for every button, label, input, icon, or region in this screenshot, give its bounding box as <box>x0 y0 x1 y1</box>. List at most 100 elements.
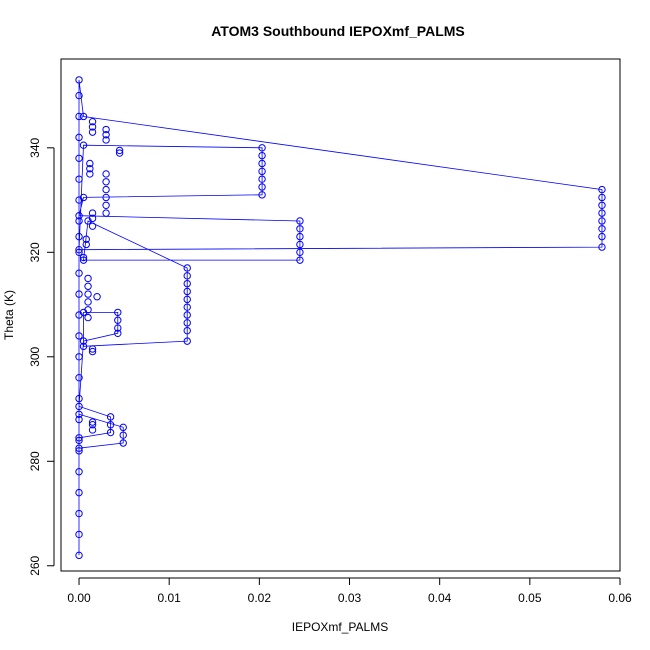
data-point <box>296 256 304 264</box>
data-point <box>183 337 191 345</box>
data-point <box>75 551 83 560</box>
data-point <box>75 332 83 340</box>
data-point <box>75 245 83 254</box>
data-point <box>258 183 266 191</box>
data-point <box>258 151 266 160</box>
data-point <box>75 530 83 539</box>
data-point <box>75 112 83 121</box>
data-point <box>598 209 606 217</box>
data-point <box>75 509 83 518</box>
data-point <box>183 303 191 311</box>
data-point <box>75 402 83 411</box>
data-point <box>86 165 94 173</box>
data-point <box>84 290 92 298</box>
data-point <box>75 394 83 403</box>
data-point <box>79 342 88 351</box>
data-point <box>258 191 266 199</box>
y-tick-label: 340 <box>28 137 42 157</box>
data-point <box>102 185 110 194</box>
data-point <box>75 434 83 442</box>
data-point <box>598 217 606 225</box>
data-point <box>102 125 110 134</box>
data-point <box>88 128 97 136</box>
data-point <box>598 232 606 241</box>
data-point <box>75 436 83 445</box>
data-point <box>115 149 124 157</box>
data-point <box>106 413 115 421</box>
data-point <box>183 264 191 272</box>
data-point <box>598 243 606 251</box>
x-tick-label: 0.05 <box>518 591 542 605</box>
data-point <box>296 248 304 257</box>
data-point <box>84 274 92 283</box>
data-point <box>183 272 191 280</box>
data-point <box>106 421 115 429</box>
data-point <box>75 444 83 452</box>
data-point <box>102 201 110 209</box>
data-point <box>75 447 83 455</box>
x-tick-label: 0.01 <box>158 591 182 605</box>
data-point <box>119 439 127 447</box>
data-point <box>114 308 122 317</box>
x-axis-label: IEPOXmf_PALMS <box>292 620 388 634</box>
data-point <box>183 319 191 327</box>
data-point <box>93 293 101 301</box>
data-point <box>75 269 83 277</box>
data-point <box>75 232 83 241</box>
plot-frame <box>60 58 621 572</box>
data-point <box>75 175 83 183</box>
x-tick-label: 0.03 <box>338 591 362 605</box>
data-point <box>183 326 191 335</box>
data-point <box>79 193 88 202</box>
data-point <box>84 282 92 290</box>
data-point <box>183 287 191 296</box>
data-point <box>258 175 266 183</box>
data-point <box>88 123 97 131</box>
chart-title: ATOM3 Southbound IEPOXmf_PALMS <box>211 23 465 39</box>
data-point <box>79 141 88 149</box>
data-point <box>102 209 110 217</box>
data-point <box>75 373 83 382</box>
data-point <box>75 353 83 361</box>
data-point <box>598 225 606 233</box>
x-axis: 0.00 0.01 0.02 0.03 0.04 0.05 0.06 <box>67 577 632 605</box>
y-tick-label: 300 <box>28 346 42 366</box>
data-point <box>88 426 97 434</box>
data-point <box>296 217 304 225</box>
data-point <box>82 235 90 243</box>
data-point <box>183 311 191 319</box>
data-point <box>75 290 83 298</box>
data-point <box>183 295 191 304</box>
x-tick-label: 0.04 <box>428 591 452 605</box>
data-point <box>88 345 97 353</box>
data-point <box>75 248 83 257</box>
data-point <box>114 329 122 337</box>
data-point <box>258 159 266 168</box>
data-point <box>114 324 122 332</box>
data-point <box>84 298 92 306</box>
series-layer <box>75 76 606 560</box>
data-point <box>75 154 83 162</box>
data-point <box>75 415 83 424</box>
data-point <box>102 136 110 144</box>
data-point <box>88 117 97 126</box>
data-point <box>88 347 97 356</box>
data-point <box>88 214 97 223</box>
data-point <box>75 410 83 418</box>
data-point <box>114 316 122 324</box>
x-tick-label: 0.06 <box>608 591 632 605</box>
data-point <box>86 170 94 178</box>
data-point <box>75 91 83 100</box>
data-point <box>84 306 92 314</box>
data-point <box>75 133 83 142</box>
y-axis: 260 280 300 320 340 <box>28 137 55 576</box>
data-point <box>84 313 92 322</box>
data-point <box>75 76 83 84</box>
data-point <box>258 167 266 176</box>
data-point <box>79 256 88 264</box>
data-point <box>79 112 88 121</box>
data-point <box>102 178 110 186</box>
x-tick-label: 0.00 <box>67 591 91 605</box>
data-point <box>258 144 266 152</box>
